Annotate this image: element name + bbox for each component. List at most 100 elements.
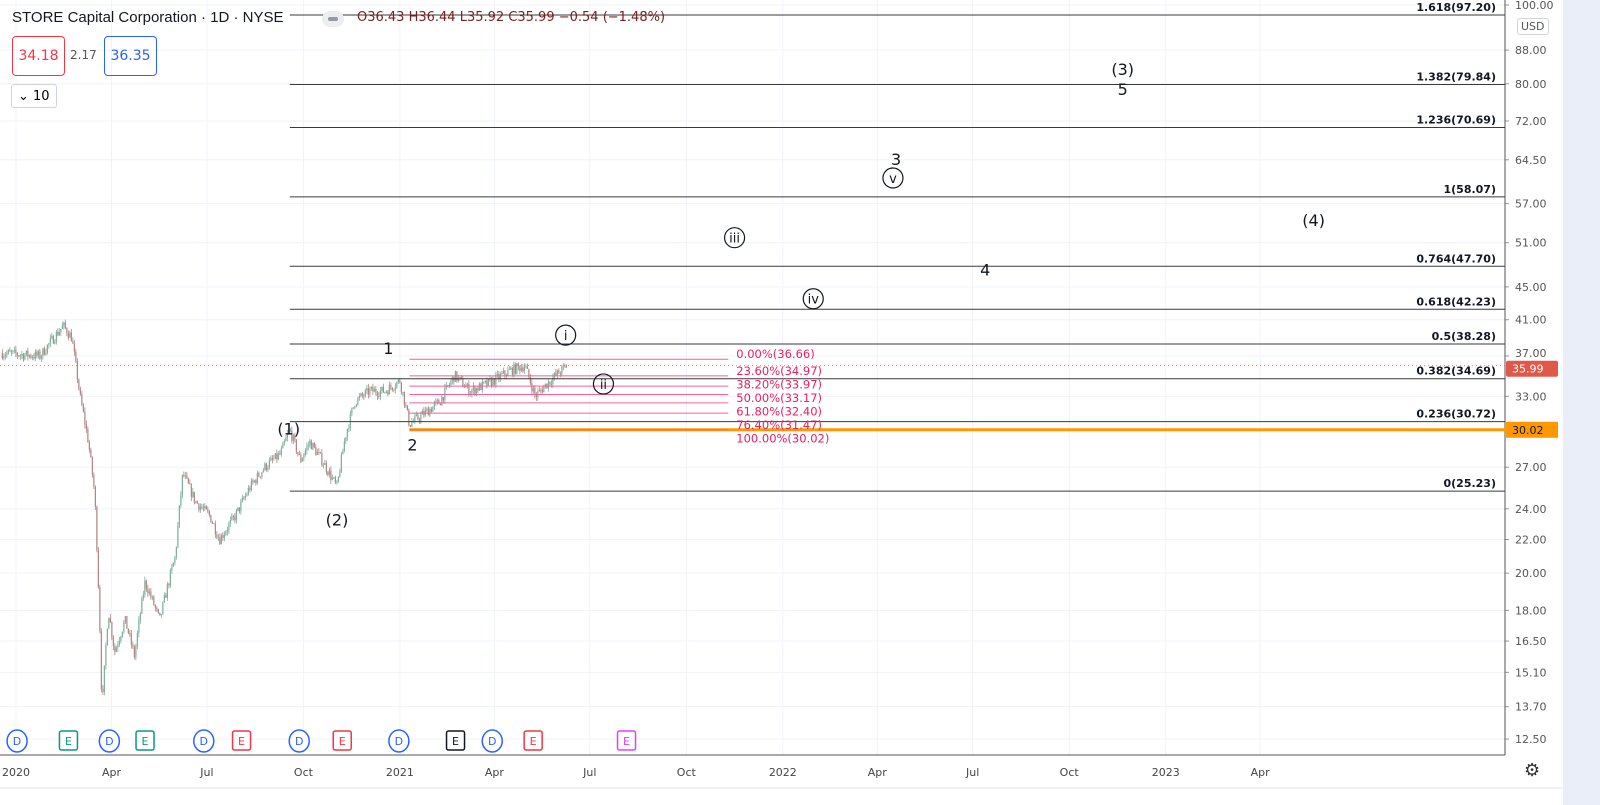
- candle: [394, 383, 396, 394]
- candle: [67, 330, 69, 341]
- dividend-icon: [6, 729, 28, 753]
- candle: [91, 456, 93, 478]
- candle: [180, 491, 182, 509]
- candle-body: [163, 595, 165, 603]
- event-marker-earnings[interactable]: E: [332, 730, 352, 751]
- candle: [292, 433, 294, 445]
- candle-body: [399, 379, 401, 383]
- candle-body: [7, 350, 9, 354]
- candle-body: [42, 348, 44, 357]
- gear-icon[interactable]: ⚙: [1524, 760, 1541, 781]
- candle: [25, 350, 27, 357]
- candle-body: [390, 384, 392, 388]
- event-marker-dividend[interactable]: D: [6, 729, 28, 753]
- candle: [214, 520, 216, 539]
- candle-body: [414, 415, 416, 422]
- candle: [40, 354, 42, 362]
- event-marker-earnings[interactable]: E: [231, 730, 252, 751]
- candle-body: [144, 580, 146, 595]
- candle: [301, 457, 303, 462]
- event-marker-dividend[interactable]: D: [388, 729, 410, 753]
- candle: [96, 505, 98, 553]
- symbol-title[interactable]: STORE Capital Corporation · 1D · NYSE: [12, 9, 284, 26]
- candle: [70, 328, 72, 342]
- candle: [343, 437, 345, 453]
- candle: [565, 364, 567, 368]
- hide-eye-icon[interactable]: [322, 11, 344, 27]
- candle-body: [159, 612, 161, 616]
- candle-body: [70, 332, 72, 342]
- candle-body: [483, 381, 485, 383]
- candle: [372, 383, 374, 395]
- candle-body: [496, 373, 498, 375]
- candle-body: [490, 379, 492, 387]
- candle-body: [216, 534, 218, 538]
- event-marker-dividend[interactable]: D: [193, 729, 215, 753]
- candle: [403, 391, 405, 408]
- candle-body: [133, 646, 135, 658]
- candle: [112, 635, 114, 651]
- candle: [423, 406, 425, 419]
- candle: [22, 352, 24, 362]
- candle: [357, 396, 359, 406]
- candle-body: [454, 371, 456, 382]
- candle-body: [367, 387, 369, 395]
- candle-body: [145, 580, 147, 589]
- candle: [396, 381, 398, 389]
- candle-body: [34, 351, 36, 359]
- candle-body: [450, 380, 452, 385]
- chevron-down-icon: ⌄: [18, 88, 34, 104]
- event-marker-earnings[interactable]: E: [616, 730, 637, 751]
- candle-body: [222, 535, 224, 538]
- candle: [433, 400, 435, 411]
- candle-body: [417, 414, 419, 420]
- candle-body: [325, 463, 327, 472]
- event-marker-earnings[interactable]: E: [58, 730, 79, 751]
- candle: [435, 398, 437, 407]
- candle: [354, 405, 356, 410]
- candle: [234, 513, 236, 524]
- candle-body: [493, 378, 495, 385]
- candle: [243, 496, 245, 500]
- candle-body: [393, 389, 395, 391]
- event-marker-earnings[interactable]: E: [523, 730, 543, 751]
- candle: [384, 391, 386, 394]
- event-letter: D: [105, 735, 113, 748]
- candle-body: [243, 498, 245, 499]
- candle-body: [430, 409, 432, 412]
- candle: [93, 472, 95, 490]
- candle: [418, 417, 420, 425]
- y-tick-label: 51.00: [1515, 237, 1547, 250]
- candle-body: [264, 463, 266, 470]
- sell-button[interactable]: 34.18: [12, 36, 65, 76]
- candle-body: [426, 408, 428, 411]
- fib-extension-label: 1(58.07): [1443, 183, 1496, 196]
- candle-body: [478, 383, 480, 391]
- fib-retracement-label: 76.40%(31.47): [736, 418, 822, 432]
- candle-body: [342, 450, 344, 455]
- buy-button[interactable]: 36.35: [104, 36, 157, 76]
- event-marker-dividend[interactable]: D: [288, 729, 310, 753]
- quantity-dropdown[interactable]: ⌄ 10: [11, 84, 57, 108]
- candle-body: [46, 344, 48, 353]
- event-marker-dividend[interactable]: D: [98, 729, 121, 753]
- candle: [483, 381, 485, 385]
- candle: [502, 367, 504, 375]
- candle-body: [504, 370, 506, 376]
- event-marker-dividend[interactable]: D: [481, 729, 503, 753]
- candle: [330, 466, 332, 484]
- candle-body: [511, 367, 513, 375]
- candle: [135, 643, 137, 661]
- candle-body: [544, 383, 546, 387]
- candle-body: [549, 381, 551, 384]
- event-marker-earnings[interactable]: E: [135, 730, 155, 751]
- candle-body: [318, 451, 320, 453]
- event-marker-earnings[interactable]: E: [445, 730, 466, 751]
- currency-button[interactable]: USD: [1517, 18, 1549, 35]
- candle: [72, 337, 74, 344]
- candle: [273, 454, 275, 461]
- fib-extension-label: 1.382(79.84): [1416, 70, 1496, 83]
- candle-body: [199, 506, 201, 510]
- candle: [393, 388, 395, 393]
